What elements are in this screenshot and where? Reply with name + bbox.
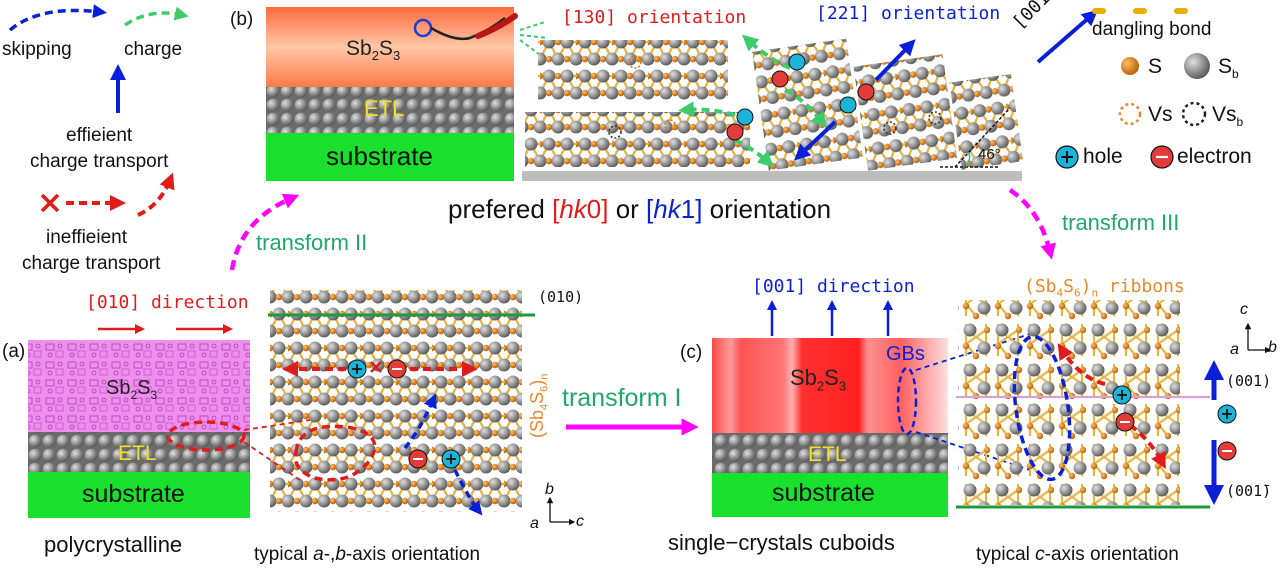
skip-arrow-icon bbox=[8, 4, 107, 32]
orient-130-label: [130] orientation bbox=[562, 7, 747, 28]
plane-001-label: (001) bbox=[1226, 372, 1272, 390]
film-a-label: Sb2S3 bbox=[106, 377, 158, 402]
substrate-a-label: substrate bbox=[82, 480, 185, 508]
etl-a bbox=[28, 432, 250, 472]
legend-efficient-2: charge transport bbox=[30, 151, 169, 172]
base-plate bbox=[522, 171, 1022, 181]
vs-icon bbox=[1118, 102, 1142, 126]
key-hole: hole bbox=[1083, 145, 1123, 168]
panel-c-tag: (c) bbox=[680, 342, 703, 363]
direction-001-label: [001] direction bbox=[752, 276, 915, 297]
chain-tail-red bbox=[475, 13, 518, 39]
ribbon-a-label: (Sb4S6)n bbox=[527, 373, 551, 438]
hop-arrow bbox=[137, 172, 175, 217]
orient-221-arrow bbox=[874, 39, 916, 82]
key-s: S bbox=[1148, 55, 1163, 78]
axes-c bbox=[1244, 322, 1272, 354]
ribbons-c-label: (Sb4S6)n ribbons bbox=[1024, 276, 1185, 300]
transform-II-label: transform II bbox=[256, 230, 368, 255]
gb-marker bbox=[896, 366, 918, 436]
legend-inefficient-1: ineffieient bbox=[46, 227, 127, 248]
charge-arrow-icon bbox=[124, 6, 189, 27]
crystal-b-tilted-3 bbox=[949, 73, 1024, 170]
direction-010-label: [010] direction bbox=[86, 292, 249, 313]
blocked-cross-icon bbox=[370, 361, 382, 373]
film-b bbox=[266, 7, 514, 87]
film-c bbox=[712, 338, 948, 433]
crystal-b-upper bbox=[538, 40, 728, 102]
axis-b-label: b bbox=[545, 481, 554, 498]
orient-221-label: [221] orientation bbox=[816, 3, 1001, 24]
axis-c-label: c bbox=[576, 513, 584, 530]
caption-c: single−crystals cuboids bbox=[668, 530, 895, 555]
etl-a-label: ETL bbox=[118, 442, 157, 465]
substrate-a bbox=[28, 472, 250, 518]
etl-c-label: ETL bbox=[808, 443, 847, 466]
transform-II-arrow bbox=[229, 193, 300, 271]
axis-a-label: a bbox=[530, 515, 539, 532]
panel-b-caption: prefered [hk0] or [hk1] orientation bbox=[448, 194, 832, 224]
substrate-b-label: substrate bbox=[326, 141, 433, 171]
transform-III-arrow bbox=[1008, 188, 1056, 260]
axes-a bbox=[546, 496, 576, 526]
charges-a bbox=[347, 359, 461, 469]
electron-icon bbox=[1150, 145, 1174, 169]
key-electron: electron bbox=[1177, 145, 1252, 168]
caption-a: polycrystalline bbox=[44, 532, 183, 557]
transform-I-label: transform I bbox=[562, 384, 682, 412]
charges-c bbox=[1112, 385, 1237, 461]
plane-010-label: (010) bbox=[538, 288, 584, 306]
etl-b-label: ETL bbox=[364, 96, 405, 121]
angle-label: 46° bbox=[978, 146, 1001, 163]
s-atom-icon bbox=[1121, 57, 1139, 75]
crystal-b-lower bbox=[525, 112, 750, 167]
dangling-bond-icon bbox=[1092, 8, 1188, 14]
legend-charge: charge bbox=[124, 39, 183, 60]
panel-b-tag: (b) bbox=[230, 9, 254, 30]
axis-c-c-label: c bbox=[1240, 301, 1248, 318]
axis-001-arrow bbox=[1036, 9, 1099, 64]
caption-a-orientation: typical a-,b-axis orientation bbox=[254, 544, 481, 565]
substrate-b bbox=[266, 133, 514, 181]
panel-a-tag: (a) bbox=[2, 341, 26, 362]
axis-c-a-label: a bbox=[1230, 341, 1239, 358]
charges-b bbox=[726, 53, 875, 141]
key-sb: Sb bbox=[1218, 55, 1239, 82]
etl-b bbox=[266, 87, 514, 133]
direction-001-arrows bbox=[767, 300, 893, 336]
substrate-c bbox=[712, 473, 948, 517]
hole-icon bbox=[1055, 145, 1079, 169]
plane-001-bar-label: (001̄) bbox=[1226, 482, 1272, 500]
caption-c-orientation: typical c-axis orientation bbox=[976, 544, 1179, 565]
key-dangling: dangling bond bbox=[1092, 19, 1212, 40]
cross-icon bbox=[40, 193, 60, 213]
sb-atom-icon bbox=[1184, 53, 1210, 79]
film-c-label: Sb2S3 bbox=[790, 365, 847, 394]
legend-efficient-1: effieient bbox=[66, 125, 133, 146]
legend-inefficient-2: charge transport bbox=[22, 253, 161, 274]
key-vs: Vs bbox=[1148, 103, 1173, 126]
etl-c bbox=[712, 433, 948, 473]
gbs-label: GBs bbox=[886, 343, 925, 365]
transform-III-label: transform III bbox=[1062, 210, 1180, 235]
legend-skipping: skipping bbox=[2, 39, 72, 60]
film-b-label: Sb2S3 bbox=[346, 37, 401, 64]
key-vsb: Vsb bbox=[1212, 103, 1244, 130]
crystal-c bbox=[958, 300, 1180, 505]
substrate-c-label: substrate bbox=[772, 479, 875, 507]
axis-c-b-label: b bbox=[1268, 339, 1277, 356]
crystal-a bbox=[270, 290, 522, 512]
film-a bbox=[28, 340, 250, 432]
crystal-b-tilted-2 bbox=[853, 54, 958, 171]
vsb-icon bbox=[1181, 101, 1207, 127]
